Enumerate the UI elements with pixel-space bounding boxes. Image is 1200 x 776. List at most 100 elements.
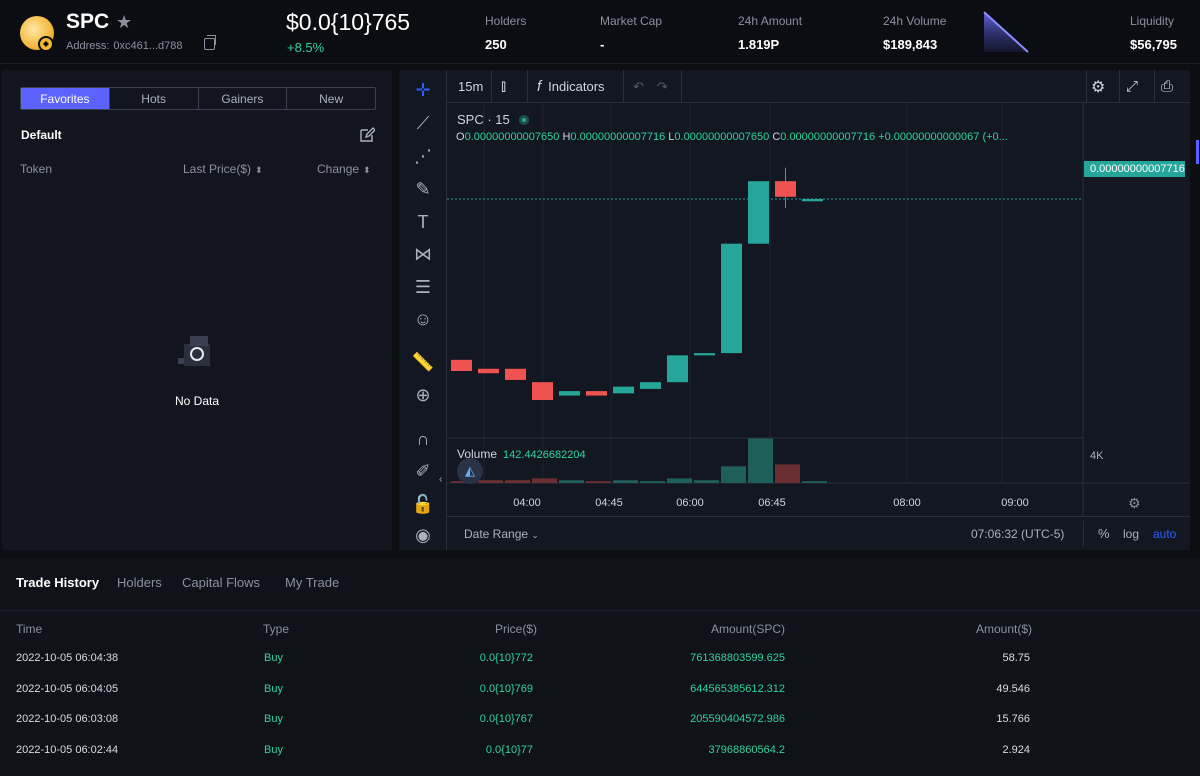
edit-icon[interactable] bbox=[359, 127, 375, 143]
tab-favorites[interactable]: Favorites bbox=[21, 88, 110, 109]
copy-address-icon[interactable] bbox=[204, 35, 216, 50]
trade-type: Buy bbox=[264, 744, 283, 756]
open-value: 0.00000000007650 bbox=[464, 131, 560, 143]
emoji-icon[interactable]: ☺ bbox=[413, 308, 433, 329]
volume-bar bbox=[478, 480, 503, 483]
zoom-in-icon[interactable]: ⊕ bbox=[415, 384, 431, 405]
chart-legend: SPC · 15 bbox=[457, 112, 530, 127]
candle bbox=[667, 355, 688, 383]
eye-icon[interactable]: ◉ bbox=[415, 524, 431, 545]
candle-type-icon[interactable]: ⫾ bbox=[501, 77, 507, 95]
volume-bar bbox=[505, 480, 530, 483]
trade-price: 0.0{10}767 bbox=[479, 713, 533, 725]
stat-24h-amount: 24h Amount 1.819P bbox=[738, 14, 802, 52]
tab-holders[interactable]: Holders bbox=[117, 575, 162, 590]
side-scroll-indicator[interactable] bbox=[1196, 140, 1199, 164]
candle bbox=[748, 181, 769, 244]
sort-icon: ⬍ bbox=[255, 165, 263, 175]
time-tick-label: 06:00 bbox=[676, 497, 704, 509]
col-time: Time bbox=[16, 622, 43, 636]
col-type: Type bbox=[263, 622, 290, 636]
address-label: Address: bbox=[66, 40, 110, 52]
tab-my-trade[interactable]: My Trade bbox=[285, 575, 340, 590]
fib-tool-icon[interactable]: ⋰ bbox=[414, 145, 432, 166]
fx-icon: f bbox=[537, 78, 542, 95]
stat-value: - bbox=[600, 37, 605, 52]
trade-row: 2022-10-05 06:02:44 Buy 0.0{10}77 379688… bbox=[0, 736, 1200, 766]
volume-bar bbox=[694, 480, 719, 483]
chevron-down-icon: ⌄ bbox=[531, 530, 539, 540]
magnet-icon[interactable]: ∩ bbox=[416, 428, 430, 449]
tab-trade-history[interactable]: Trade History bbox=[16, 575, 100, 590]
candle bbox=[613, 386, 634, 394]
candlestick-chart[interactable]: 04:00 04:45 06:00 06:45 08:00 09:00 4K ⚙ bbox=[447, 103, 1190, 516]
stat-label: Market Cap bbox=[600, 14, 663, 28]
trade-type: Buy bbox=[264, 713, 283, 725]
trade-time: 2022-10-05 06:04:38 bbox=[16, 652, 119, 664]
crosshair-icon[interactable]: ✛ bbox=[415, 79, 431, 100]
stat-label: Holders bbox=[485, 14, 527, 28]
trade-usd: 2.924 bbox=[1002, 744, 1030, 756]
volume-bar bbox=[559, 480, 584, 483]
candle bbox=[640, 382, 661, 389]
volume-legend: Volume 142.4426682204 bbox=[457, 447, 586, 461]
interval-button[interactable]: 15m bbox=[458, 79, 484, 94]
candle bbox=[559, 391, 580, 396]
auto-scale-toggle[interactable]: auto bbox=[1153, 527, 1177, 541]
brush-icon[interactable]: ✎ bbox=[415, 178, 431, 199]
time-tick-label: 04:00 bbox=[513, 497, 541, 509]
close-value: 0.00000000007716 bbox=[780, 131, 876, 143]
open-label: O bbox=[456, 131, 465, 143]
log-scale-toggle[interactable]: log bbox=[1123, 527, 1140, 541]
text-tool-icon[interactable]: T bbox=[417, 211, 429, 232]
col-price: Price($) bbox=[494, 622, 537, 636]
chart-bottom-bar: Date Range ⌄ 07:06:32 (UTC-5) % log auto bbox=[447, 516, 1190, 550]
favorite-star-icon[interactable]: ★ bbox=[116, 12, 133, 32]
empty-state-text: No Data bbox=[174, 394, 220, 408]
lock-drawing-icon[interactable]: ✐ bbox=[415, 460, 431, 481]
token-header: ◆ SPC ★ Address: 0xc461...d788 $0.0{10}76… bbox=[0, 0, 1200, 64]
undo-icon[interactable]: ↶ bbox=[633, 78, 644, 94]
volume-bar bbox=[640, 481, 665, 483]
time-tick-label: 08:00 bbox=[893, 497, 921, 509]
column-change[interactable]: Change ⬍ bbox=[317, 162, 371, 176]
chart-clock: 07:06:32 (UTC-5) bbox=[971, 527, 1065, 541]
chart-toolbar: 15m ⫾ f Indicators ↶ ↷ ⚙ ⤢ ⎙ bbox=[447, 70, 1190, 103]
close-label: C bbox=[772, 131, 781, 143]
stat-liquidity: Liquidity $56,795 bbox=[1130, 14, 1177, 52]
volume-bar bbox=[667, 478, 692, 483]
group-label: Default bbox=[21, 128, 62, 142]
stat-24h-volume: 24h Volume $189,843 bbox=[883, 14, 946, 52]
tab-capital-flows[interactable]: Capital Flows bbox=[182, 575, 261, 590]
column-label: Change bbox=[317, 162, 360, 176]
trend-line-icon[interactable]: ⟋ bbox=[416, 112, 430, 133]
ruler-icon[interactable]: 📏 bbox=[411, 351, 435, 372]
tab-hots[interactable]: Hots bbox=[110, 88, 199, 109]
column-last-price[interactable]: Last Price($) ⬍ bbox=[183, 162, 263, 176]
unlock-icon[interactable]: 🔓 bbox=[411, 493, 435, 514]
tab-gainers[interactable]: Gainers bbox=[199, 88, 288, 109]
screenshot-camera-icon[interactable]: ⎙ bbox=[1161, 78, 1174, 95]
volume-bar bbox=[748, 438, 773, 483]
address-value: 0xc461...d788 bbox=[113, 40, 183, 52]
trade-time: 2022-10-05 06:02:44 bbox=[16, 744, 119, 756]
tab-new[interactable]: New bbox=[319, 91, 344, 106]
drawing-toolbar: ✛ ⟋ ⋰ ✎ T ⋈ ☰ ☺ 📏 ⊕ ∩ ✐ 🔓 ◉ ‹ bbox=[399, 70, 447, 550]
settings-gear-icon[interactable]: ⚙ bbox=[1091, 78, 1106, 96]
collapse-toolbar-icon[interactable]: ‹ bbox=[439, 474, 443, 485]
fullscreen-icon[interactable]: ⤢ bbox=[1126, 78, 1139, 95]
candle bbox=[694, 353, 715, 356]
trade-time: 2022-10-05 06:03:08 bbox=[16, 713, 119, 725]
trade-price: 0.0{10}769 bbox=[479, 683, 533, 695]
percent-scale-toggle[interactable]: % bbox=[1098, 526, 1110, 541]
date-range-dropdown[interactable]: Date Range ⌄ bbox=[464, 527, 539, 541]
indicators-button[interactable]: f Indicators bbox=[537, 70, 605, 103]
axis-settings-icon[interactable]: ⚙ bbox=[1128, 496, 1141, 512]
prediction-tool-icon[interactable]: ☰ bbox=[414, 276, 432, 297]
legend-symbol: SPC bbox=[457, 112, 484, 127]
redo-icon[interactable]: ↷ bbox=[657, 78, 668, 94]
token-symbol: SPC bbox=[66, 10, 110, 33]
col-amount-spc: Amount(SPC) bbox=[710, 622, 785, 636]
pattern-tool-icon[interactable]: ⋈ bbox=[414, 243, 432, 264]
volume-label: Volume bbox=[457, 447, 498, 461]
